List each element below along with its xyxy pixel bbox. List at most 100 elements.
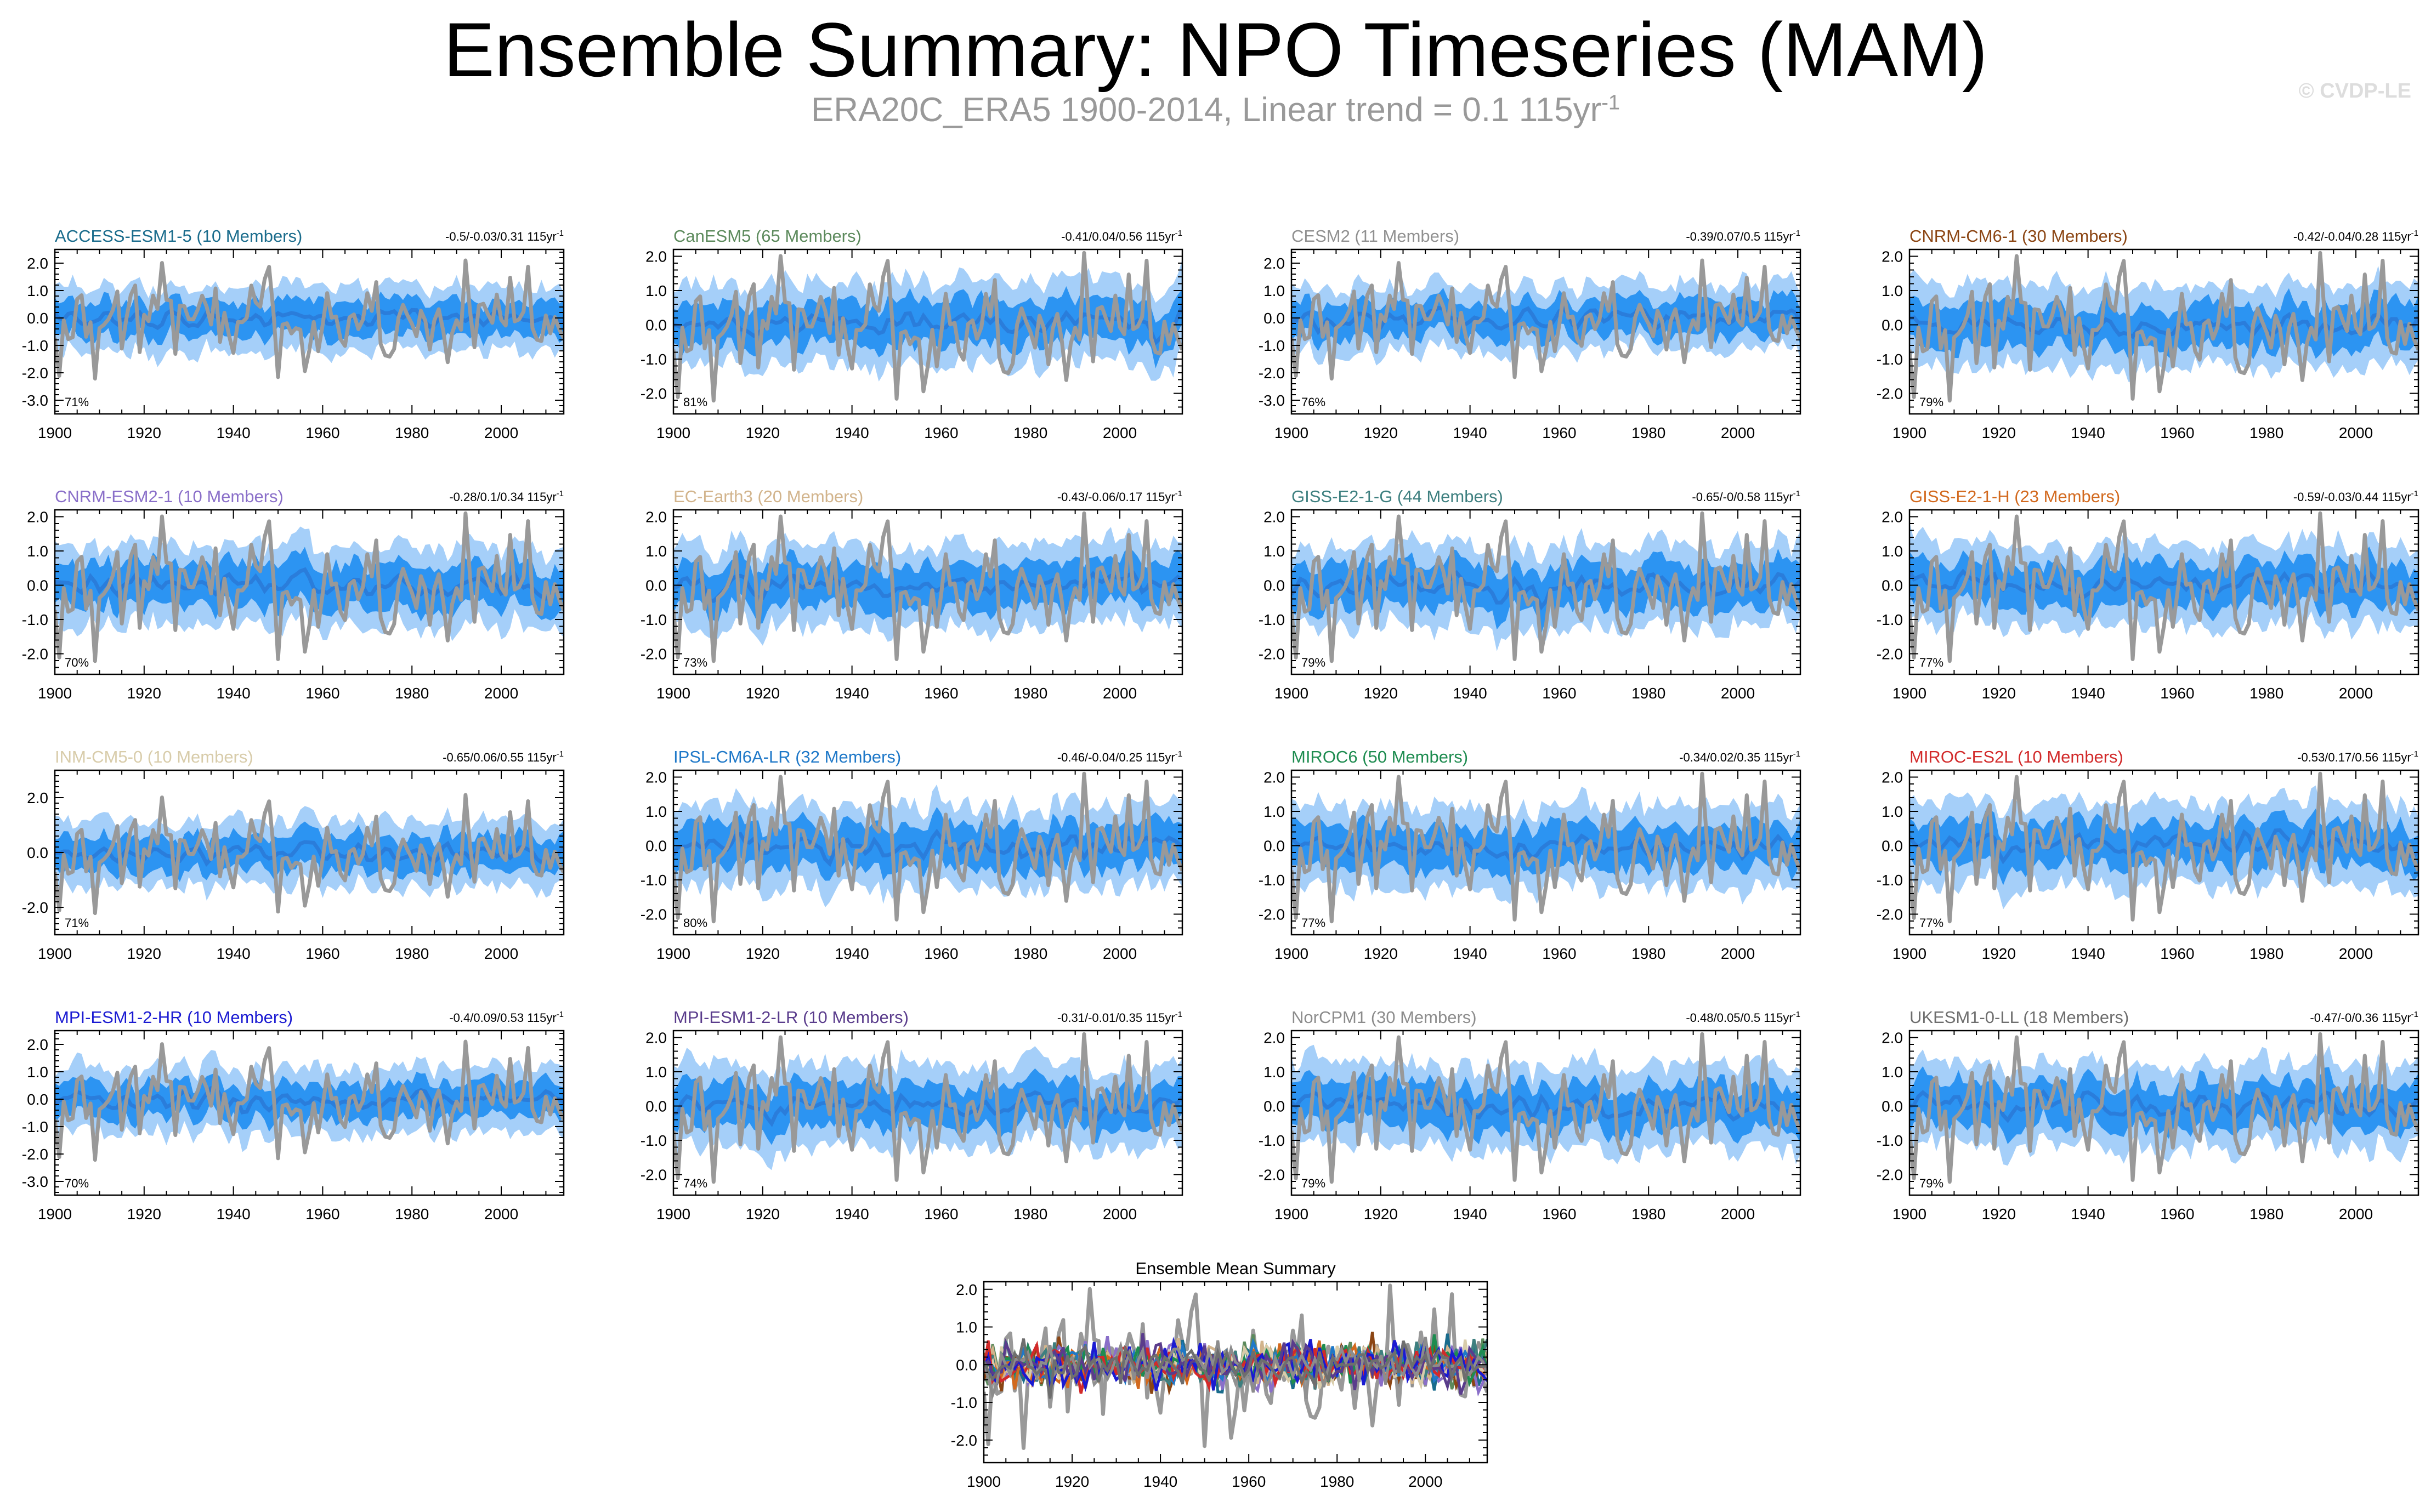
x-tick-label: 2000 (2339, 945, 2373, 962)
series-line-observed (55, 511, 564, 663)
y-tick-label: 2.0 (1882, 248, 1903, 265)
trend-label: -0.34/0.02/0.35 115yr-1 (1679, 749, 1800, 764)
trend-label-text: -0.31/-0.01/0.35 115yr (1057, 1011, 1175, 1025)
x-tick-label: 1980 (1013, 1206, 1047, 1223)
x-tick-label: 1940 (1453, 685, 1487, 702)
y-tick-label: 0.0 (645, 1098, 667, 1115)
trend-label-exponent: -1 (1175, 1010, 1182, 1019)
x-tick-label: 1980 (1013, 424, 1047, 441)
panel-7: 1900 1920 1940 1960 1980 2000 2.0 1.0 0.0 -1.0 -2.… (1877, 487, 2419, 702)
page-title: Ensemble Summary: NPO Timeseries (MAM) (443, 7, 1988, 93)
trend-label: -0.31/-0.01/0.35 115yr-1 (1057, 1010, 1182, 1025)
x-tick-label: 1900 (656, 945, 690, 962)
series-line-observed (1291, 771, 1800, 924)
panel-14: 1900 1920 1940 1960 1980 2000 2.0 1.0 0.0 -1.0 -2.… (1259, 1008, 1801, 1223)
x-tick-label: 1980 (1631, 1206, 1665, 1223)
x-tick-label: 1940 (1143, 1473, 1177, 1490)
y-tick-label: -1.0 (641, 611, 667, 628)
series-line-observed (1909, 771, 2418, 924)
plot-area (673, 1032, 1182, 1184)
y-tick-label: -2.0 (1877, 385, 1903, 402)
y-tick-label: -2.0 (641, 1167, 667, 1184)
y-tick-label: -2.0 (1259, 646, 1285, 663)
y-tick-label: 2.0 (1263, 255, 1285, 272)
y-tick-label: -2.0 (1259, 906, 1285, 923)
x-tick-label: 1980 (395, 424, 429, 441)
panel-title: CanESM5 (65 Members) (673, 226, 862, 246)
panel-title: MPI-ESM1-2-LR (10 Members) (673, 1008, 909, 1027)
y-tick-label: 2.0 (1882, 509, 1903, 526)
y-tick-label: 2.0 (1263, 769, 1285, 786)
x-tick-label: 1960 (2160, 685, 2194, 702)
y-tick-label: -3.0 (22, 1173, 48, 1190)
panel-title: EC-Earth3 (20 Members) (673, 487, 863, 506)
trend-label-text: -0.53/0.17/0.56 115yr (2297, 751, 2411, 764)
x-tick-label: 1920 (746, 1206, 780, 1223)
plot-area (55, 511, 564, 663)
x-tick-label: 1920 (127, 1206, 161, 1223)
y-tick-label: -1.0 (1877, 872, 1903, 889)
watermark: © CVDP-LE (2298, 79, 2411, 103)
percent-label: 81% (683, 395, 707, 409)
x-tick-label: 1980 (1013, 685, 1047, 702)
panel-3: 1900 1920 1940 1960 1980 2000 2.0 1.0 0.0 -1.0 -2.… (1877, 226, 2419, 441)
x-tick-label: 1940 (835, 945, 869, 962)
x-tick-label: 1980 (2249, 685, 2283, 702)
y-tick-label: -3.0 (22, 392, 48, 409)
x-tick-label: 1920 (1364, 424, 1398, 441)
x-tick-label: 1960 (2160, 1206, 2194, 1223)
y-tick-label: 0.0 (1263, 310, 1285, 327)
x-tick-label: 1900 (656, 1206, 690, 1223)
y-tick-label: 2.0 (645, 769, 667, 786)
trend-label-text: -0.59/-0.03/0.44 115yr (2293, 490, 2411, 504)
trend-label-exponent: -1 (1793, 1010, 1800, 1019)
series-line-observed (1909, 251, 2418, 403)
x-tick-label: 1900 (38, 945, 72, 962)
y-tick-label: 0.0 (645, 317, 667, 334)
x-tick-label: 1960 (1542, 945, 1576, 962)
panel-title: INM-CM5-0 (10 Members) (55, 747, 253, 766)
trend-label: -0.47/-0/0.36 115yr-1 (2310, 1010, 2418, 1025)
x-tick-label: 1960 (1542, 1206, 1576, 1223)
x-tick-label: 1960 (1232, 1473, 1266, 1490)
trend-label: -0.41/0.04/0.56 115yr-1 (1061, 229, 1182, 243)
x-tick-label: 1980 (1013, 945, 1047, 962)
y-tick-label: -2.0 (22, 899, 48, 916)
y-tick-label: 2.0 (1882, 1030, 1903, 1047)
series-line-observed (1909, 1032, 2418, 1184)
x-tick-label: 1920 (1364, 1206, 1398, 1223)
y-tick-label: -2.0 (1259, 1167, 1285, 1184)
panel-13: 1900 1920 1940 1960 1980 2000 2.0 1.0 0.0 -1.0 -2.… (641, 1008, 1183, 1223)
x-tick-label: 1900 (1274, 685, 1308, 702)
y-tick-label: -1.0 (22, 1118, 48, 1135)
plot-area (1291, 1032, 1800, 1184)
x-tick-label: 1920 (127, 945, 161, 962)
y-tick-label: 1.0 (1263, 543, 1285, 560)
trend-label-text: -0.39/0.07/0.5 115yr (1686, 230, 1793, 243)
panel-15: 1900 1920 1940 1960 1980 2000 2.0 1.0 0.0 -1.0 -2.… (1877, 1008, 2419, 1223)
x-tick-label: 1960 (2160, 945, 2194, 962)
percent-label: 77% (1919, 656, 1943, 669)
x-tick-label: 1960 (924, 424, 958, 441)
trend-label-exponent: -1 (2411, 229, 2418, 238)
panel-title: GISS-E2-1-G (44 Members) (1291, 487, 1503, 506)
panel-title: MPI-ESM1-2-HR (10 Members) (55, 1008, 293, 1027)
plot-frame (54, 1030, 565, 1196)
subtitle-text: ERA20C_ERA5 1900-2014, Linear trend = 0.… (811, 91, 1602, 129)
x-tick-label: 1940 (2071, 1206, 2105, 1223)
x-tick-label: 2000 (1721, 1206, 1755, 1223)
page-subtitle: ERA20C_ERA5 1900-2014, Linear trend = 0.… (0, 90, 2431, 129)
x-tick-label: 1940 (1453, 945, 1487, 962)
series-line-observed (55, 1039, 564, 1162)
x-tick-label: 2000 (484, 945, 518, 962)
y-tick-label: 0.0 (1882, 838, 1903, 855)
series-line-observed (673, 511, 1182, 663)
y-tick-label: -2.0 (641, 906, 667, 923)
trend-label-text: -0.42/-0.04/0.28 115yr (2293, 230, 2411, 243)
x-tick-label: 1900 (38, 1206, 72, 1223)
x-tick-label: 1940 (1453, 1206, 1487, 1223)
plot-area (1291, 511, 1800, 663)
ensemble-iqr-band (673, 1068, 1182, 1145)
trend-label-text: -0.34/0.02/0.35 115yr (1679, 751, 1793, 764)
trend-label-text: -0.28/0.1/0.34 115yr (449, 490, 556, 504)
